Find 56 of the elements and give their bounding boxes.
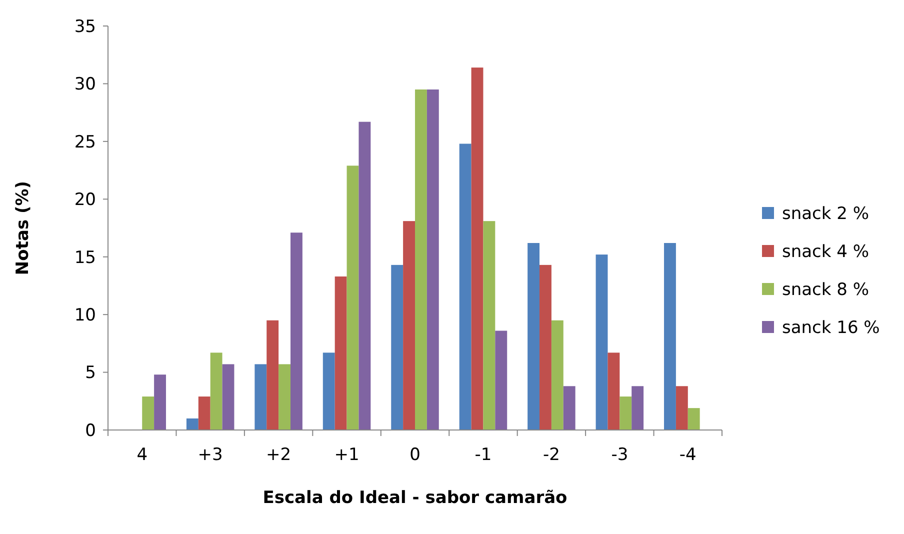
bar	[471, 68, 484, 430]
bar	[426, 89, 439, 430]
bar	[664, 243, 676, 430]
bar	[688, 408, 700, 430]
bar	[540, 264, 552, 430]
bar	[198, 396, 210, 430]
bar	[528, 243, 540, 430]
bar	[403, 221, 415, 430]
bar	[154, 374, 166, 430]
bar	[391, 264, 404, 430]
bar	[608, 352, 620, 430]
legend-label: snack 8 %	[782, 280, 870, 300]
bar	[551, 320, 564, 430]
y-tick-label: 35	[74, 16, 96, 37]
bar	[278, 364, 290, 430]
y-tick-label: 30	[74, 74, 96, 95]
x-tick-label: +1	[334, 445, 360, 465]
y-tick-label: 25	[74, 132, 96, 152]
y-tick-label: 15	[74, 248, 96, 268]
bar	[322, 352, 335, 430]
bar	[290, 232, 302, 430]
x-tick-label: 4	[136, 445, 148, 465]
bar	[142, 396, 154, 430]
legend-label: snack 4 %	[782, 242, 870, 262]
bar	[415, 89, 427, 430]
x-axis-title: Escala do Ideal - sabor camarão	[262, 488, 568, 508]
y-tick-label: 10	[74, 306, 96, 326]
bar	[620, 396, 632, 430]
x-tick-label: 0	[410, 445, 420, 465]
legend-label: sanck 16 %	[782, 318, 880, 338]
y-tick-label: 5	[85, 363, 96, 384]
x-tick-label: +2	[266, 445, 292, 465]
legend-label: snack 2 %	[782, 204, 870, 224]
bar	[563, 386, 576, 430]
bar	[676, 386, 688, 430]
y-tick-label: 20	[74, 190, 96, 210]
bar	[495, 330, 508, 430]
bar	[334, 276, 347, 430]
x-tick-label: -4	[679, 445, 696, 465]
bar	[210, 352, 222, 430]
y-axis-title: Notas (%)	[13, 180, 33, 276]
x-tick-label: -2	[542, 445, 560, 465]
bar	[266, 320, 279, 430]
bar	[483, 221, 496, 430]
x-tick-label: -3	[611, 445, 628, 465]
bar	[254, 364, 267, 430]
bar	[346, 166, 359, 430]
bar	[186, 418, 198, 430]
bar	[596, 254, 608, 430]
bar	[358, 122, 371, 430]
x-tick-label: +3	[198, 445, 223, 465]
bar	[632, 386, 644, 430]
x-tick-label: -1	[474, 445, 492, 465]
y-tick-label: 0	[85, 420, 96, 441]
bar	[459, 144, 472, 430]
bar	[222, 364, 234, 430]
